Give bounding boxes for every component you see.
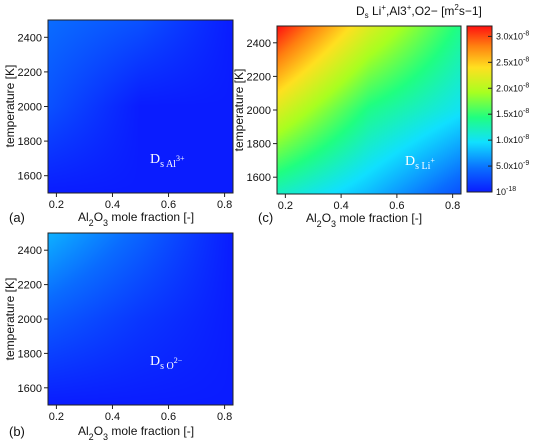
x-tick-label: 0.4 bbox=[105, 199, 120, 211]
colorbar-tick-label: 1.0x10-8 bbox=[496, 134, 529, 145]
x-tick-label: 0.2 bbox=[49, 199, 64, 211]
y-tick-label: 2400 bbox=[18, 245, 42, 257]
panel-c-heatmap bbox=[277, 26, 461, 194]
x-tick-label: 0.6 bbox=[161, 199, 176, 211]
y-tick-label: 2200 bbox=[18, 67, 42, 79]
colorbar: 10-18 5.0x10-9 1.0x10-8 1.5x10-8 2.0x10-8 2.5… bbox=[356, 3, 529, 197]
colorbar-ticks: 10-18 5.0x10-9 1.0x10-8 1.5x10-8 2.0x10-8 2.5… bbox=[488, 30, 529, 197]
y-tick-label: 1800 bbox=[247, 139, 271, 151]
panel-a: 0.2 0.4 0.6 0.8 1600 1800 2000 2200 2400 tempera… bbox=[3, 19, 234, 228]
panel-a-ylabel: temperature [K] bbox=[3, 65, 17, 148]
x-tick-label: 0.2 bbox=[278, 200, 293, 212]
panel-c: 0.2 0.4 0.6 0.8 1600 1800 2000 2200 2400 tempera… bbox=[232, 25, 462, 229]
colorbar-gradient bbox=[466, 25, 493, 193]
colorbar-title: Ds Li+,Al3+,O2− [m2s−1] bbox=[356, 3, 482, 20]
y-tick-label: 2000 bbox=[247, 105, 271, 117]
panel-a-ticks: 0.2 0.4 0.6 0.8 1600 1800 2000 2200 2400 bbox=[18, 32, 233, 211]
panel-b: 0.2 0.4 0.6 0.8 1600 1800 2000 2200 2400 tempera… bbox=[3, 232, 234, 440]
x-tick-label: 0.8 bbox=[217, 411, 232, 423]
colorbar-tick-label: 3.0x10-8 bbox=[496, 30, 529, 41]
panel-a-xlabel: Al2O3 mole fraction [-] bbox=[78, 210, 194, 228]
y-tick-label: 1600 bbox=[18, 383, 42, 395]
panel-b-xlabel: Al2O3 mole fraction [-] bbox=[78, 424, 194, 440]
x-tick-label: 0.2 bbox=[49, 411, 64, 423]
panel-c-xlabel: Al2O3 mole fraction [-] bbox=[306, 211, 422, 229]
x-tick-label: 0.6 bbox=[161, 411, 176, 423]
x-tick-label: 0.4 bbox=[105, 411, 120, 423]
panel-b-letter: (b) bbox=[9, 424, 25, 439]
y-tick-label: 1600 bbox=[18, 171, 42, 183]
y-tick-label: 2400 bbox=[18, 32, 42, 44]
x-tick-label: 0.6 bbox=[389, 200, 404, 212]
y-tick-label: 1800 bbox=[18, 136, 42, 148]
x-tick-label: 0.8 bbox=[217, 199, 232, 211]
y-tick-label: 1600 bbox=[247, 172, 271, 184]
x-tick-label: 0.4 bbox=[333, 200, 348, 212]
colorbar-tick-label: 10-18 bbox=[496, 186, 516, 197]
panel-c-ylabel: temperature [K] bbox=[232, 69, 246, 152]
panel-a-heatmap bbox=[48, 20, 233, 193]
y-tick-label: 2000 bbox=[18, 102, 42, 114]
y-tick-label: 1800 bbox=[18, 348, 42, 360]
panel-c-letter: (c) bbox=[258, 210, 273, 225]
colorbar-tick-label: 5.0x10-9 bbox=[496, 160, 529, 171]
panel-c-ticks: 0.2 0.4 0.6 0.8 1600 1800 2000 2200 2400 bbox=[247, 38, 461, 212]
colorbar-tick-label: 1.5x10-8 bbox=[496, 108, 529, 119]
x-tick-label: 0.8 bbox=[445, 200, 460, 212]
y-tick-label: 2200 bbox=[247, 71, 271, 83]
y-tick-label: 2400 bbox=[247, 38, 271, 50]
panel-b-heatmap bbox=[48, 233, 233, 405]
y-tick-label: 2200 bbox=[18, 280, 42, 292]
panel-b-ylabel: temperature [K] bbox=[3, 278, 17, 361]
y-tick-label: 2000 bbox=[18, 314, 42, 326]
colorbar-tick-label: 2.5x10-8 bbox=[496, 56, 529, 67]
panel-a-letter: (a) bbox=[9, 210, 25, 225]
panel-b-ticks: 0.2 0.4 0.6 0.8 1600 1800 2000 2200 2400 bbox=[18, 245, 233, 423]
colorbar-tick-label: 2.0x10-8 bbox=[496, 82, 529, 93]
